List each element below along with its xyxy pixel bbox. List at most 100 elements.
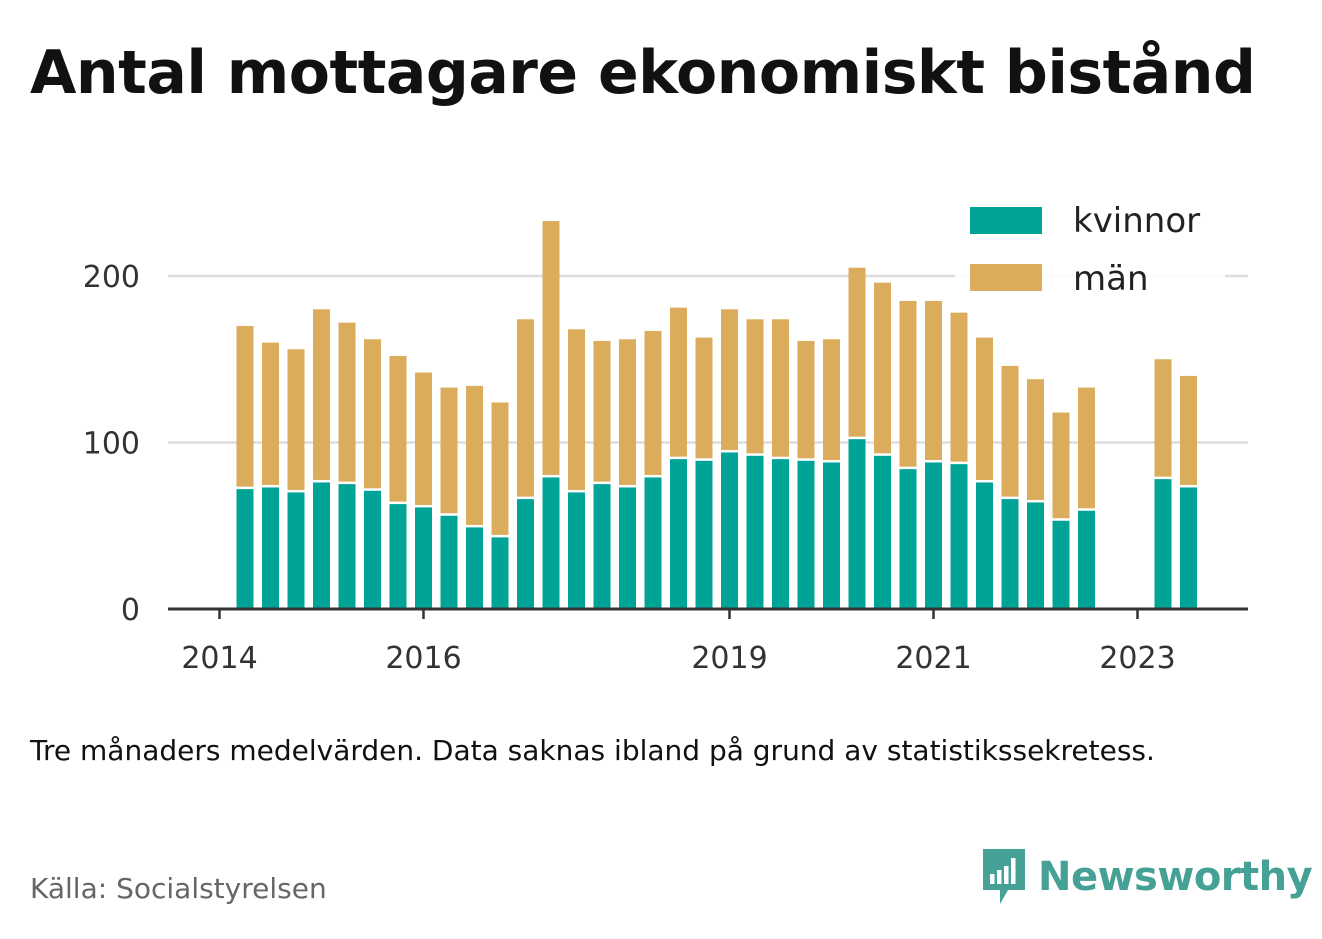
bar-man	[262, 342, 279, 485]
bar-man	[593, 340, 611, 482]
bar-group	[695, 337, 713, 609]
bar-kvinnor	[262, 487, 279, 609]
bar-kvinnor	[1052, 520, 1070, 609]
bar-group	[721, 309, 738, 609]
bar-kvinnor	[976, 482, 993, 609]
bar-kvinnor	[797, 460, 815, 609]
bar-group	[644, 330, 662, 609]
bar-man	[313, 309, 330, 480]
bar-group	[1180, 375, 1197, 609]
bar-kvinnor	[338, 484, 356, 609]
bar-man	[925, 300, 942, 460]
bar-kvinnor	[491, 537, 509, 609]
bar-group	[364, 339, 381, 609]
bar-man	[976, 337, 993, 480]
bar-man	[670, 307, 687, 457]
bar-series	[236, 221, 1197, 609]
bar-man	[415, 372, 432, 505]
bar-kvinnor	[389, 504, 407, 609]
bar-group	[287, 349, 305, 609]
bar-man	[1180, 375, 1197, 485]
bar-group	[338, 322, 356, 609]
bar-man	[797, 340, 815, 459]
bar-kvinnor	[950, 464, 968, 609]
legend-swatch-man	[970, 264, 1042, 291]
bar-man	[568, 329, 585, 490]
bar-group	[848, 267, 866, 609]
bar-group	[950, 312, 968, 609]
bar-chart: 0 100 200 2014 2016 2019 2021 2023 kvinnor män	[82, 196, 1248, 676]
bar-group	[976, 337, 993, 609]
x-tick-label: 2014	[181, 641, 257, 676]
x-tick-label: 2019	[691, 641, 767, 676]
bar-man	[644, 330, 662, 475]
bar-kvinnor	[415, 507, 432, 609]
bar-group	[389, 355, 407, 609]
bar-kvinnor	[695, 460, 713, 609]
bar-man	[440, 387, 458, 514]
bar-man	[746, 319, 764, 454]
bar-kvinnor	[1078, 510, 1095, 609]
bar-man	[364, 339, 381, 489]
bar-group	[1052, 412, 1070, 609]
x-tick-label: 2023	[1099, 641, 1175, 676]
bar-kvinnor	[848, 439, 866, 609]
bar-man	[721, 309, 738, 450]
grid-lines: 0 100 200	[83, 260, 1248, 628]
bar-group	[568, 329, 585, 609]
bar-man	[619, 339, 636, 485]
bar-group	[772, 319, 789, 609]
y-tick-label: 100	[83, 427, 140, 462]
bar-group	[619, 339, 636, 609]
chart-title: Antal mottagare ekonomiskt bistånd	[30, 38, 1256, 108]
x-tick-label: 2016	[385, 641, 461, 676]
bar-group	[415, 372, 432, 609]
bar-man	[517, 319, 534, 497]
bar-group	[874, 282, 891, 609]
bar-group	[797, 340, 815, 609]
bar-man	[1078, 387, 1095, 509]
bar-man	[1052, 412, 1070, 519]
bar-man	[823, 339, 840, 460]
legend-label-kvinnor: kvinnor	[1073, 201, 1200, 241]
legend: kvinnor män	[955, 196, 1225, 310]
bar-kvinnor	[772, 459, 789, 609]
brand-logo: Newsworthy	[980, 846, 1313, 908]
legend-label-man: män	[1073, 259, 1149, 299]
bar-kvinnor	[1154, 479, 1172, 609]
bar-man	[389, 355, 407, 502]
bar-kvinnor	[823, 462, 840, 609]
bar-kvinnor	[721, 452, 738, 609]
bar-kvinnor	[440, 515, 458, 609]
bar-kvinnor	[874, 455, 891, 609]
bar-man	[1154, 359, 1172, 477]
bar-group	[491, 402, 509, 609]
bar-kvinnor	[313, 482, 330, 609]
legend-swatch-kvinnor	[970, 207, 1042, 234]
bar-group	[1027, 379, 1044, 609]
bar-man	[491, 402, 509, 535]
y-tick-label: 200	[83, 260, 140, 295]
bar-man	[1027, 379, 1044, 500]
bar-group	[1154, 359, 1172, 609]
bar-kvinnor	[746, 455, 764, 609]
bar-kvinnor	[644, 477, 662, 609]
bar-man	[287, 349, 305, 490]
bar-man	[236, 325, 254, 487]
bar-kvinnor	[364, 490, 381, 609]
bar-group	[440, 387, 458, 609]
bar-man	[338, 322, 356, 482]
bar-group	[313, 309, 330, 609]
bar-group	[925, 300, 942, 609]
bar-kvinnor	[925, 462, 942, 609]
bar-group	[899, 300, 917, 609]
bar-kvinnor	[287, 492, 305, 609]
bar-man	[772, 319, 789, 457]
bar-group	[670, 307, 687, 609]
newsworthy-logo-icon	[983, 849, 1025, 904]
bar-man	[542, 221, 560, 475]
bar-kvinnor	[899, 469, 917, 609]
bar-kvinnor	[670, 459, 687, 609]
bar-man	[874, 282, 891, 454]
bar-group	[1001, 365, 1019, 609]
